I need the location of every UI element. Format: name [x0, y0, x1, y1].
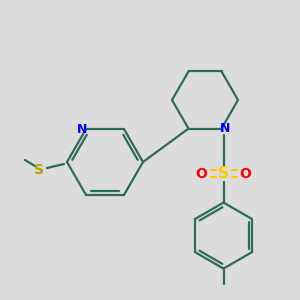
Text: S: S — [34, 163, 44, 177]
Text: S: S — [218, 166, 229, 181]
Text: O: O — [240, 167, 251, 181]
Text: O: O — [196, 167, 207, 181]
Text: N: N — [77, 123, 87, 136]
Text: N: N — [220, 122, 231, 135]
